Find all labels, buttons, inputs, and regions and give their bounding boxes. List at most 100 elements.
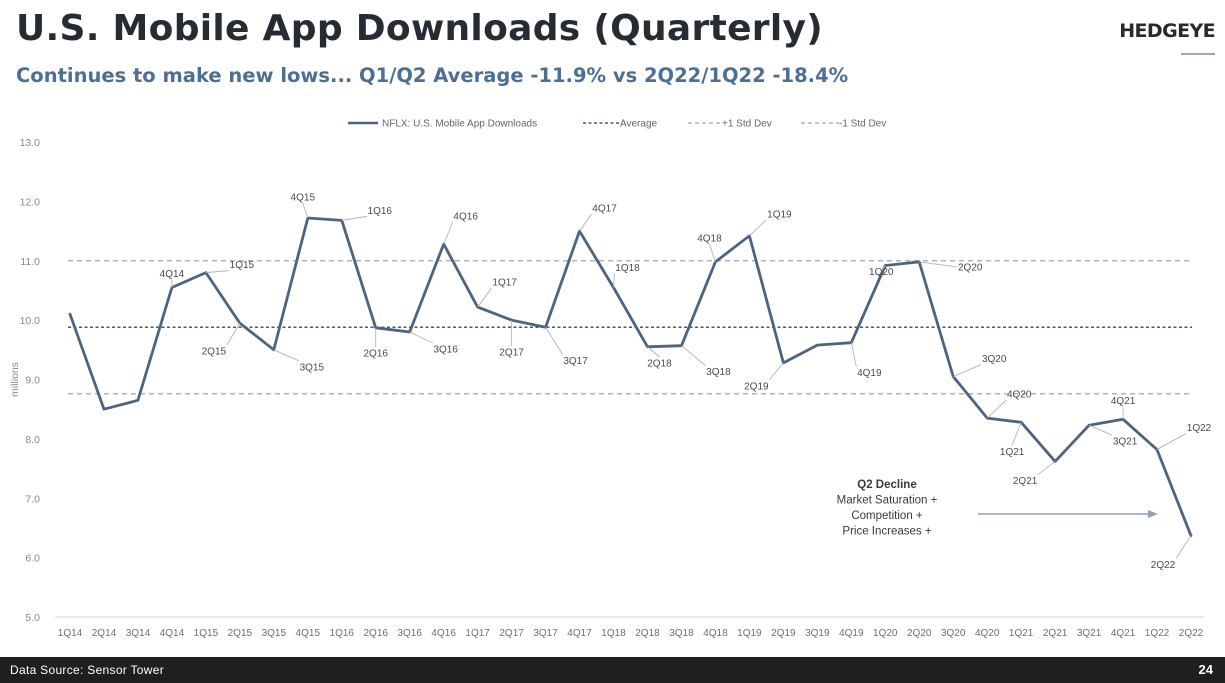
annotation-line: Market Saturation + bbox=[837, 495, 938, 507]
point-label-leader bbox=[986, 399, 1007, 419]
point-label: 3Q16 bbox=[433, 345, 458, 356]
x-tick-label: 2Q18 bbox=[635, 628, 660, 639]
point-label-leader bbox=[302, 202, 309, 219]
x-tick-label: 3Q18 bbox=[669, 628, 694, 639]
x-tick-label: 3Q16 bbox=[397, 628, 422, 639]
point-label-leader bbox=[1175, 535, 1192, 559]
y-tick-label: 7.0 bbox=[25, 493, 40, 505]
y-tick-label: 9.0 bbox=[25, 375, 40, 387]
x-tick-label: 4Q19 bbox=[839, 628, 864, 639]
point-label-leader bbox=[647, 346, 660, 358]
legend-plus-std-dev-label: +1 Std Dev bbox=[722, 119, 772, 130]
point-label-leader bbox=[1088, 424, 1113, 436]
point-label: 1Q17 bbox=[492, 278, 517, 289]
point-label-leader bbox=[579, 213, 592, 232]
x-tick-label: 2Q19 bbox=[771, 628, 796, 639]
point-label: 1Q20 bbox=[869, 267, 894, 278]
point-label: 2Q22 bbox=[1151, 560, 1176, 571]
annotation-line: Competition + bbox=[851, 510, 923, 522]
logo-underline bbox=[1181, 53, 1215, 55]
legend-minus-std-dev-label: -1 Std Dev bbox=[839, 119, 886, 130]
point-label-leader bbox=[613, 273, 615, 288]
point-label: 3Q18 bbox=[706, 367, 731, 378]
point-label-leader bbox=[749, 219, 767, 237]
legend-series-label: NFLX: U.S. Mobile App Downloads bbox=[382, 119, 537, 130]
x-tick-label: 3Q21 bbox=[1077, 628, 1102, 639]
y-tick-label: 8.0 bbox=[25, 434, 40, 446]
y-tick-label: 12.0 bbox=[20, 196, 41, 208]
x-tick-label: 1Q17 bbox=[465, 628, 490, 639]
x-tick-label: 3Q20 bbox=[941, 628, 966, 639]
x-tick-label: 4Q18 bbox=[703, 628, 728, 639]
point-label: 4Q19 bbox=[857, 368, 882, 379]
point-label-leader bbox=[341, 215, 367, 221]
point-label-leader bbox=[708, 243, 716, 263]
page-title: U.S. Mobile App Downloads (Quarterly) bbox=[16, 8, 824, 49]
annotation-heading: Q2 Decline bbox=[857, 479, 916, 491]
legend-average-label: Average bbox=[620, 119, 658, 130]
x-tick-label: 2Q15 bbox=[228, 628, 253, 639]
point-label: 2Q18 bbox=[647, 358, 672, 369]
page-subtitle: Continues to make new lows... Q1/Q2 Aver… bbox=[16, 64, 849, 87]
point-label: 1Q19 bbox=[767, 209, 792, 220]
point-label: 4Q18 bbox=[697, 233, 722, 244]
point-label: 3Q15 bbox=[300, 362, 325, 373]
footer-bar: Data Source: Sensor Tower 24 bbox=[0, 657, 1225, 683]
point-label-leader bbox=[443, 221, 454, 245]
point-label: 2Q15 bbox=[202, 347, 227, 358]
y-tick-label: 11.0 bbox=[20, 256, 40, 268]
y-tick-label: 10.0 bbox=[20, 315, 41, 327]
point-label-leader bbox=[769, 362, 784, 381]
point-label-leader bbox=[273, 349, 299, 362]
point-label: 1Q18 bbox=[615, 263, 640, 274]
point-label-leader bbox=[226, 322, 241, 346]
y-axis-title: millions bbox=[9, 362, 21, 397]
point-label-leader bbox=[919, 261, 958, 268]
y-tick-label: 13.0 bbox=[20, 137, 41, 149]
page-number: 24 bbox=[1198, 662, 1213, 677]
x-tick-label: 3Q19 bbox=[805, 628, 830, 639]
x-tick-label: 3Q15 bbox=[262, 628, 287, 639]
point-label: 1Q22 bbox=[1187, 423, 1212, 434]
x-tick-label: 1Q14 bbox=[58, 628, 83, 639]
point-label: 3Q17 bbox=[563, 356, 588, 367]
y-tick-label: 6.0 bbox=[25, 553, 40, 565]
point-label: 4Q20 bbox=[1007, 390, 1032, 401]
x-tick-label: 1Q22 bbox=[1145, 628, 1170, 639]
x-tick-label: 4Q15 bbox=[296, 628, 321, 639]
point-label: 1Q16 bbox=[368, 206, 393, 217]
point-label-leader bbox=[681, 345, 706, 367]
point-label-leader bbox=[880, 265, 886, 272]
line-chart: 5.0 6.0 7.0 8.0 9.0 10.0 11.0 12.0 13.0 millions 1… bbox=[9, 119, 1212, 640]
point-label: 3Q21 bbox=[1113, 437, 1138, 448]
point-label: 2Q21 bbox=[1013, 476, 1038, 487]
y-tick-label: 5.0 bbox=[25, 612, 40, 624]
point-label: 4Q16 bbox=[453, 212, 478, 223]
x-tick-label: 1Q18 bbox=[601, 628, 626, 639]
x-tick-label: 3Q17 bbox=[533, 628, 558, 639]
x-tick-label: 1Q15 bbox=[194, 628, 219, 639]
annotation-arrow-head bbox=[1148, 510, 1158, 518]
point-label: 2Q19 bbox=[744, 381, 769, 392]
brand-logo: HEDGEYE bbox=[1119, 20, 1215, 42]
point-label-leader bbox=[545, 327, 563, 355]
point-label: 1Q15 bbox=[230, 260, 255, 271]
x-tick-label: 1Q21 bbox=[1009, 628, 1034, 639]
point-label-leader bbox=[1011, 422, 1022, 446]
point-label-leader bbox=[477, 287, 492, 308]
x-tick-label: 4Q20 bbox=[975, 628, 1000, 639]
point-label: 1Q21 bbox=[1000, 447, 1025, 458]
x-tick-label: 1Q20 bbox=[873, 628, 898, 639]
x-tick-label: 4Q14 bbox=[160, 628, 185, 639]
x-tick-label: 2Q22 bbox=[1179, 628, 1204, 639]
x-tick-label: 1Q16 bbox=[330, 628, 355, 639]
point-label: 2Q20 bbox=[958, 262, 983, 273]
point-label-leader bbox=[1037, 461, 1056, 475]
point-label-leader bbox=[409, 331, 433, 344]
point-label: 2Q16 bbox=[363, 348, 388, 359]
point-label: 3Q20 bbox=[982, 354, 1007, 365]
x-tick-label: 2Q14 bbox=[92, 628, 117, 639]
point-label-leader bbox=[953, 364, 982, 377]
annotation-line: Price Increases + bbox=[842, 526, 931, 538]
point-label: 4Q17 bbox=[592, 204, 617, 215]
